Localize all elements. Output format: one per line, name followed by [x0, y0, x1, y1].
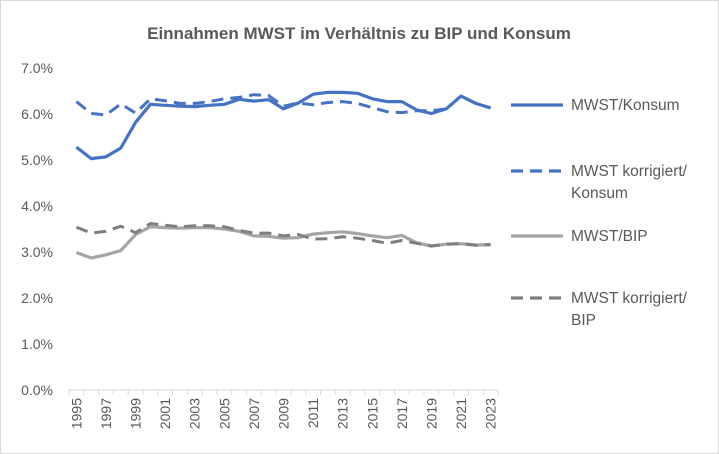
legend-label: Konsum — [571, 185, 628, 202]
chart-title: Einnahmen MWST im Verhältnis zu BIP und … — [147, 24, 571, 43]
legend-label: MWST/Konsum — [571, 97, 680, 114]
y-tick-label: 3.0% — [21, 244, 53, 260]
x-tick-label: 2005 — [216, 398, 232, 429]
legend: MWST/Konsum MWST korrigiert/Konsum MWST/BI… — [511, 97, 688, 329]
legend-item-1: MWST/Konsum — [511, 97, 680, 114]
x-tick-label: 1999 — [128, 398, 144, 429]
x-axis: 1995 1997 1999 2001 2003 2005 2007 2009 2011 2013… — [68, 389, 499, 429]
x-tick-label: 2007 — [246, 398, 262, 429]
y-tick-label: 0.0% — [21, 382, 53, 398]
series-line-3 — [75, 225, 491, 260]
x-tick-label: 2011 — [305, 398, 321, 428]
x-tick-label: 2013 — [335, 398, 351, 429]
y-tick-label: 4.0% — [21, 198, 53, 214]
y-tick-label: 2.0% — [21, 290, 53, 306]
legend-label: MWST korrigiert/ — [571, 290, 688, 307]
y-tick-label: 6.0% — [21, 106, 53, 122]
legend-item-3: MWST/BIP — [511, 228, 648, 245]
y-tick-label: 7.0% — [21, 60, 53, 76]
legend-item-2: MWST korrigiert/Konsum — [511, 163, 688, 202]
y-tick-label: 1.0% — [21, 336, 53, 352]
legend-label: MWST/BIP — [571, 228, 648, 245]
x-tick-label: 2001 — [157, 398, 173, 429]
x-tick-label: 2003 — [187, 398, 203, 429]
y-axis: 0.0% 1.0% 2.0% 3.0% 4.0% 5.0% 6.0% 7.0% — [21, 60, 53, 398]
x-tick-label: 2019 — [423, 398, 439, 429]
x-tick-label: 2009 — [276, 398, 292, 429]
y-tick-label: 5.0% — [21, 152, 53, 168]
series-line-4 — [75, 222, 491, 248]
x-tick-label: 1995 — [68, 398, 84, 429]
x-tick-label: 1997 — [98, 398, 114, 429]
x-tick-label: 2015 — [364, 398, 380, 429]
x-tick-label: 2023 — [483, 398, 499, 429]
legend-item-4: MWST korrigiert/BIP — [511, 290, 688, 329]
x-tick-label: 2021 — [453, 398, 469, 429]
series-line-1 — [75, 90, 492, 161]
series-line-2 — [75, 93, 492, 117]
x-tick-label: 2017 — [394, 398, 410, 429]
legend-label: MWST korrigiert/ — [571, 163, 688, 180]
legend-label: BIP — [571, 312, 596, 329]
series-layer — [75, 90, 492, 260]
